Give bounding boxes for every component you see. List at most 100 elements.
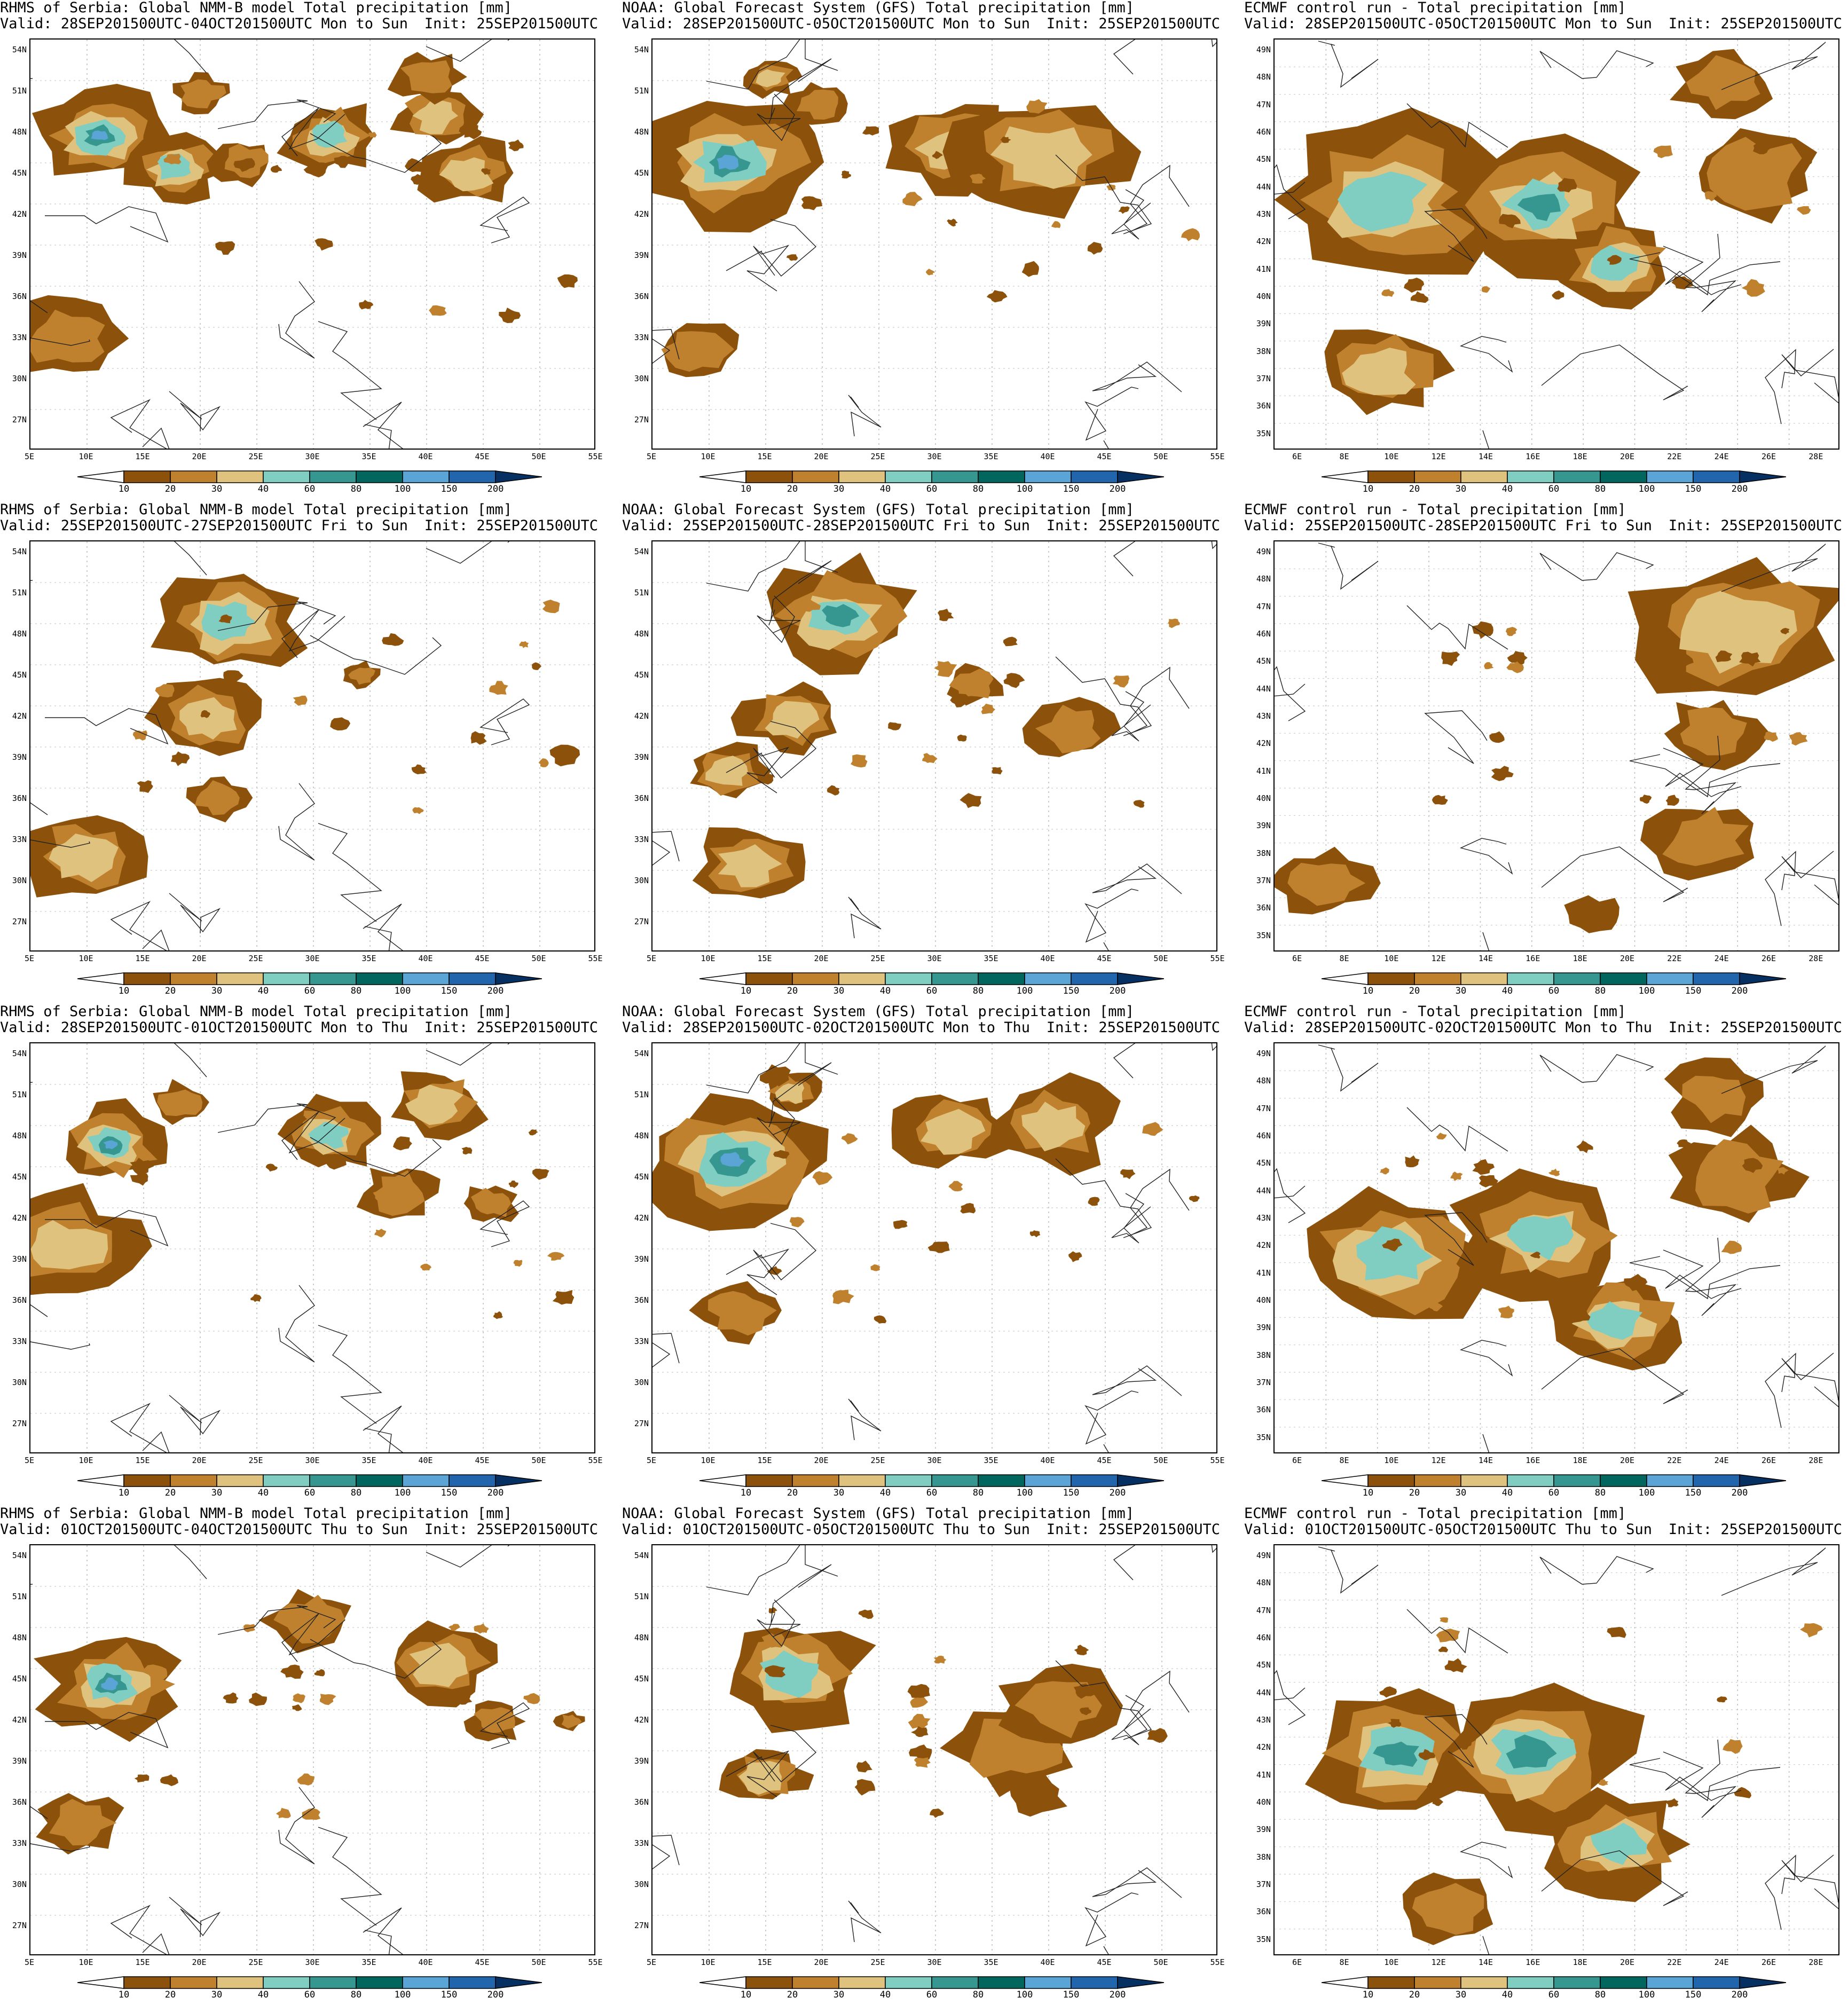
latitude-tick-label: 27N <box>634 917 649 926</box>
latitude-tick-label: 30N <box>634 876 649 885</box>
latitude-tick-label: 33N <box>12 1336 27 1346</box>
longitude-tick-label: 24E <box>1714 452 1729 461</box>
precip-40-60-area <box>1338 171 1428 232</box>
precip-20-30-area <box>1287 862 1366 906</box>
colorbar: 10 20 30 40 60 80 100 150 200 <box>1322 470 1786 497</box>
precipitation-map <box>1273 38 1839 450</box>
border-line <box>1459 838 1513 875</box>
colorbar-segment <box>356 470 403 483</box>
longitude-tick-label: 18E <box>1572 954 1587 963</box>
latitude-tick-label: 45N <box>1256 1660 1271 1670</box>
longitude-tick-label: 18E <box>1572 452 1587 461</box>
valid-period: Valid: 01OCT201500UTC-05OCT201500UTC Thu… <box>622 1521 1031 1538</box>
precipitation-field <box>690 552 1180 899</box>
longitude-tick-label: 55E <box>588 452 603 461</box>
precip-cell <box>1530 1251 1541 1259</box>
border-line <box>217 601 336 631</box>
panel-title: ECMWF control run - Total precipitation … <box>1244 1505 1626 1522</box>
latitude-tick-label: 33N <box>634 1838 649 1848</box>
precip-20-30-area <box>474 1707 515 1733</box>
latitude-tick-label: 51N <box>12 86 27 96</box>
panel-title: NOAA: Global Forecast System (GFS) Total… <box>622 1003 1135 1020</box>
colorbar-level-label: 200 <box>1731 484 1748 494</box>
colorbar-level-label: 100 <box>394 986 411 996</box>
border-line <box>1092 1867 1182 1898</box>
latitude-tick-label: 45N <box>12 670 27 680</box>
longitude-tick-label: 10E <box>78 954 93 963</box>
latitude-tick-label: 27N <box>634 415 649 424</box>
precip-20-30-area <box>561 1715 582 1728</box>
precip-cell <box>429 305 447 316</box>
precip-cell <box>411 174 429 185</box>
precip-cell <box>374 1229 387 1238</box>
longitude-tick-label: 8E <box>1339 1957 1349 1967</box>
map-canvas <box>30 1545 594 1954</box>
precipitation-map <box>651 38 1217 450</box>
colorbar-level-label: 20 <box>164 1488 176 1498</box>
latitude-tick-label: 49N <box>1256 547 1271 556</box>
colorbar-segment <box>263 470 310 483</box>
border-line <box>1103 1946 1109 1954</box>
precip-cell <box>858 1609 874 1619</box>
latitude-tick-label: 51N <box>634 588 649 597</box>
longitude-tick-label: 30E <box>927 954 942 963</box>
latitude-tick-label: 30N <box>634 1880 649 1889</box>
border-line <box>1663 1751 1742 1801</box>
colorbar-level-label: 30 <box>833 986 845 996</box>
colorbar-level-label: 150 <box>1685 1990 1702 2000</box>
longitude-tick-label: 26E <box>1761 452 1776 461</box>
border-line <box>1275 1670 1306 1725</box>
colorbar-level-label: 150 <box>1685 986 1702 996</box>
colorbar-segment <box>123 1474 171 1487</box>
precipitation-map <box>651 1544 1217 1955</box>
colorbar-level-label: 60 <box>304 484 316 494</box>
longitude-tick-label: 50E <box>531 954 546 963</box>
precip-cell <box>1789 732 1808 746</box>
latitude-tick-label: 44N <box>1256 1185 1271 1196</box>
longitude-tick-label: 10E <box>1384 954 1399 963</box>
border-line <box>1721 42 1826 90</box>
colorbar-graphic <box>1322 1474 1786 1487</box>
longitude-tick-label: 45E <box>1097 452 1112 461</box>
precipitation-field <box>652 1064 1200 1345</box>
longitude-tick-label: 5E <box>24 1456 35 1465</box>
colorbar-level-label: 40 <box>1501 986 1513 996</box>
border-line <box>768 560 832 626</box>
colorbar-level-label: 200 <box>1731 986 1748 996</box>
precip-cell <box>293 695 308 706</box>
colorbar-segment <box>699 1976 746 1989</box>
colorbar-segment <box>1460 470 1508 483</box>
country-borders <box>652 40 1216 449</box>
latitude-tick-label: 39N <box>1256 319 1271 329</box>
longitude-tick-label: 28E <box>1808 452 1823 461</box>
colorbar-level-label: 10 <box>1362 1990 1374 2000</box>
precip-40-60-area <box>1356 1226 1433 1280</box>
latitude-tick-label: 54N <box>12 1551 27 1560</box>
border-line <box>1129 1670 1190 1738</box>
map-canvas <box>30 1043 594 1452</box>
precip-30-40-area <box>412 100 458 135</box>
border-line <box>1103 1444 1109 1452</box>
longitude-tick-label: 24E <box>1714 954 1729 963</box>
precip-cell <box>1432 1798 1443 1806</box>
border-line <box>1111 189 1151 240</box>
colorbar-level-label: 80 <box>1594 1990 1606 2000</box>
border-line <box>1781 349 1838 404</box>
colorbar-level-label: 150 <box>441 986 458 996</box>
precip-cell <box>1444 1658 1467 1673</box>
longitude-tick-label: 35E <box>361 1957 376 1967</box>
longitude-tick-label: 55E <box>1210 1957 1225 1967</box>
longitude-tick-label: 30E <box>927 1456 942 1465</box>
colorbar-segment <box>745 972 793 985</box>
precip-cell <box>934 661 957 677</box>
colorbar-level-label: 60 <box>926 484 938 494</box>
border-line <box>726 1725 817 1782</box>
colorbar-segment <box>1553 470 1601 483</box>
valid-period: Valid: 28SEP201500UTC-02OCT201500UTC Mon… <box>622 1019 1031 1036</box>
precip-100-150-area <box>720 1152 745 1167</box>
latitude-tick-label: 39N <box>634 250 649 260</box>
precip-cell <box>914 1757 931 1768</box>
colorbar-level-label: 40 <box>257 1990 269 2000</box>
precip-cell <box>981 703 995 714</box>
border-line <box>1629 1758 1781 1802</box>
